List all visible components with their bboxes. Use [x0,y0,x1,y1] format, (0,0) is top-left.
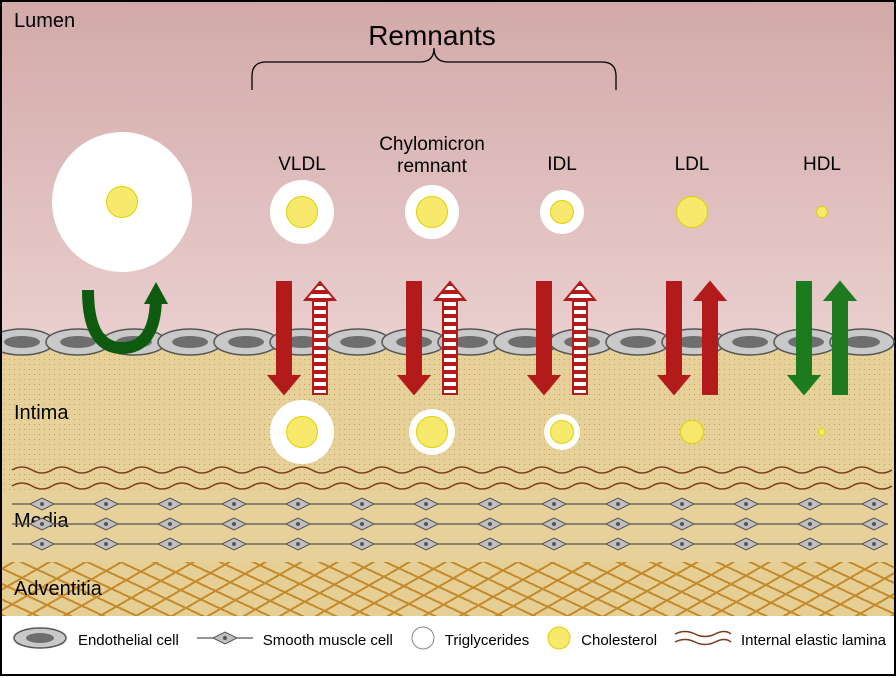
particle-vldl-intima [270,400,334,464]
particle-hdl-intima [818,428,826,436]
particle-ldl-intima [680,420,704,444]
particle-idl-lumen [540,190,584,234]
label-idl: IDL [547,154,577,176]
lipoprotein-artery-diagram: Lumen Intima Media Adventitia Remnants Chylom… [0,0,896,676]
layer-adventitia [2,562,894,616]
label-vldl: VLDL [278,154,326,176]
particle-ldl-lumen [676,196,708,228]
label-lumen: Lumen [14,10,75,33]
legend-label-endothelial: Endothelial cell [78,632,179,649]
legend-label-smc: Smooth muscle cell [263,632,393,649]
particle-idl-intima [544,414,580,450]
particle-cmr-intima [409,409,455,455]
legend-smc: Smooth muscle cell [195,624,393,656]
label-adventitia: Adventitia [14,578,102,601]
legend-label-cholesterol: Cholesterol [581,632,657,649]
legend-iel: Internal elastic lamina [673,624,886,656]
particle-hdl-lumen [816,206,828,218]
legend-label-triglyceride: Triglycerides [445,632,529,649]
label-hdl: HDL [803,154,841,176]
particle-cmr-lumen [405,185,459,239]
particle-chylo-lumen [52,132,192,272]
label-intima: Intima [14,402,68,425]
legend-endothelial: Endothelial cell [10,624,179,656]
label-cmr: Chylomicronremnant [379,134,485,178]
particle-vldl-lumen [270,180,334,244]
label-media: Media [14,510,68,533]
layer-media [2,492,894,562]
legend-cholesterol: Cholesterol [545,624,657,656]
label-ldl: LDL [675,154,710,176]
legend-label-iel: Internal elastic lamina [741,632,886,649]
header-remnants: Remnants [368,20,496,52]
legend: Endothelial cell Smooth muscle cell Trigly… [2,612,894,668]
legend-triglyceride: Triglycerides [409,624,529,656]
